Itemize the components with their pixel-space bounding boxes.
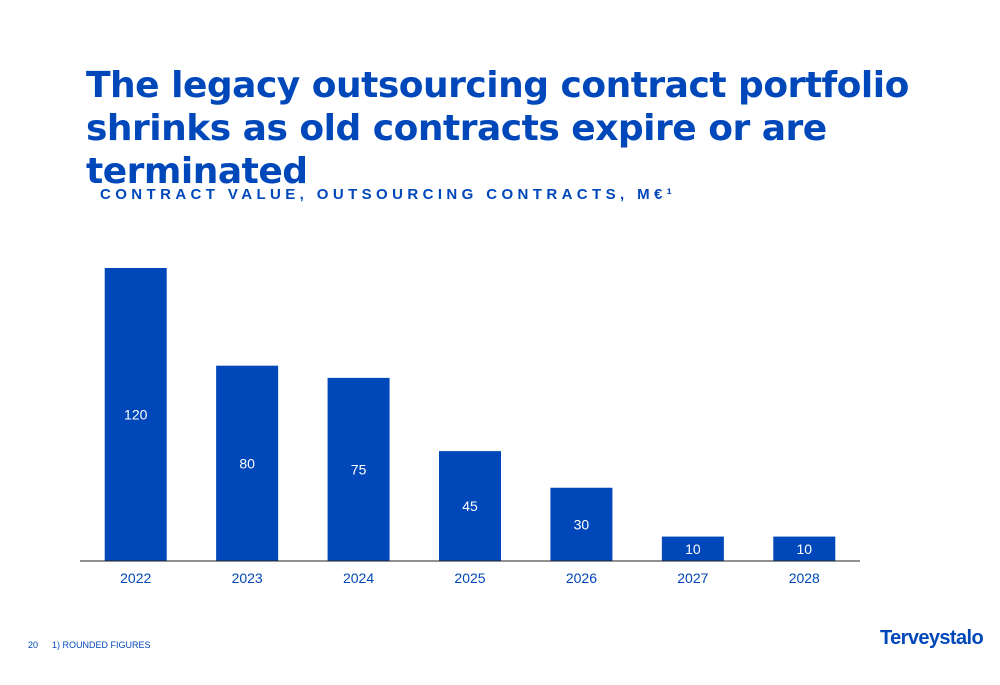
bar-2028 [773,536,836,561]
x-tick-label: 2025 [454,570,485,586]
bar-2025 [439,451,501,561]
slide-title: The legacy outsourcing contract portfoli… [86,65,909,192]
bar-2024 [327,377,390,561]
x-tick-label: 2022 [120,570,151,586]
bar-value-label: 80 [239,455,255,471]
bar-2023 [216,365,279,561]
x-tick-label: 2028 [789,570,820,586]
terveystalo-logo: Terveystalo [880,627,984,649]
bar-2027 [661,536,724,561]
x-tick-label: 2026 [566,570,597,586]
bar-value-label: 120 [124,407,148,423]
bar-2026 [550,487,613,561]
bar-value-label: 30 [574,516,590,532]
footnote: 1) ROUNDED FIGURES [52,640,151,650]
bar-value-label: 10 [796,541,812,557]
x-tick-label: 2024 [343,570,374,586]
page-number: 20 [28,640,39,650]
bar-value-label: 75 [351,461,367,477]
x-tick-label: 2023 [232,570,263,586]
bar-value-label: 10 [685,541,701,557]
bar-value-label: 45 [462,498,478,514]
bar-2022 [104,268,167,561]
chart-subtitle: CONTRACT VALUE, OUTSOURCING CONTRACTS, M… [100,186,677,203]
x-tick-label: 2027 [677,570,708,586]
